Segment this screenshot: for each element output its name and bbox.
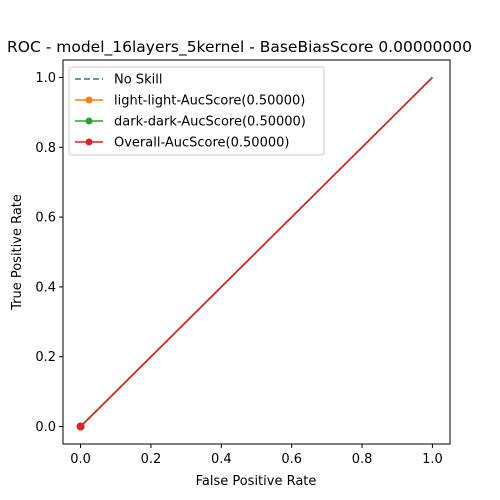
- x-tick-label: 1.0: [422, 452, 443, 467]
- legend: No Skill light-light-AucScore(0.50000) dar…: [69, 67, 324, 155]
- x-tick-label: 0.0: [70, 452, 91, 467]
- x-axis: 0.0 0.2 0.4 0.6 0.8 1.0: [70, 444, 443, 467]
- y-tick-label: 0.0: [35, 420, 56, 435]
- legend-label: light-light-AucScore(0.50000): [114, 94, 305, 109]
- y-tick-label: 0.6: [35, 211, 56, 226]
- y-tick-label: 0.2: [35, 350, 56, 365]
- chart-title: ROC - model_16layers_5kernel - BaseBiasS…: [7, 38, 472, 57]
- x-tick-label: 0.2: [141, 452, 162, 467]
- x-axis-label: False Positive Rate: [196, 474, 317, 489]
- y-axis: 0.0 0.2 0.4 0.6 0.8 1.0: [35, 71, 63, 435]
- legend-marker-dark-dark-aucscore-0-50000: [86, 118, 93, 125]
- y-tick-label: 0.4: [35, 280, 56, 295]
- y-axis-label: True Positive Rate: [10, 194, 25, 311]
- y-tick-label: 0.8: [35, 141, 56, 156]
- legend-marker-overall-aucscore-0-50000: [86, 139, 93, 146]
- legend-marker-light-light-aucscore-0-50000: [86, 97, 93, 104]
- x-tick-label: 0.4: [211, 452, 232, 467]
- series-point-overall-aucscore-0-50000: [77, 423, 84, 430]
- legend-label: Overall-AucScore(0.50000): [114, 136, 289, 151]
- legend-label: dark-dark-AucScore(0.50000): [114, 115, 306, 130]
- x-tick-label: 0.8: [352, 452, 373, 467]
- legend-label: No Skill: [114, 73, 162, 88]
- y-tick-label: 1.0: [35, 71, 56, 86]
- x-tick-label: 0.6: [281, 452, 302, 467]
